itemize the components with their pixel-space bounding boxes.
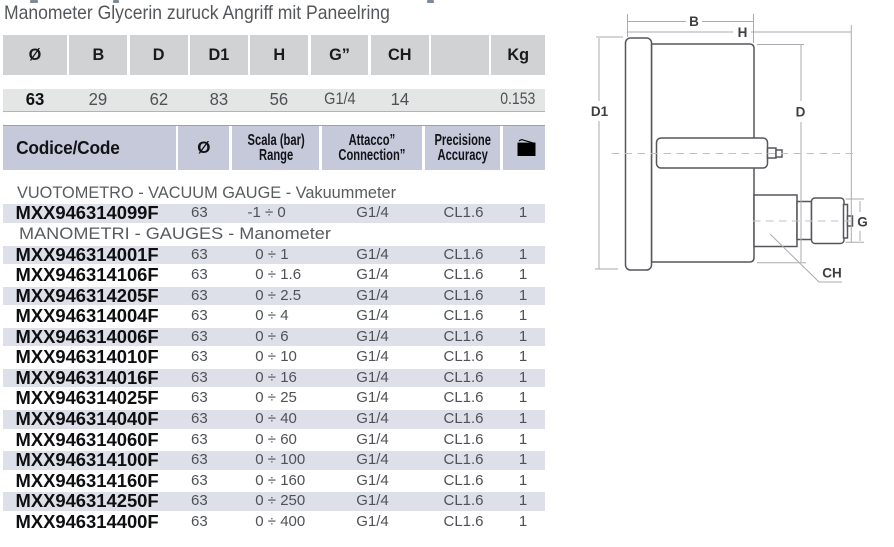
svg-text:D: D: [796, 105, 806, 120]
svg-text:B: B: [689, 14, 699, 29]
svg-text:D1: D1: [591, 104, 609, 119]
svg-text:H: H: [738, 25, 748, 40]
svg-text:CH: CH: [822, 266, 842, 281]
svg-text:G: G: [857, 215, 868, 230]
